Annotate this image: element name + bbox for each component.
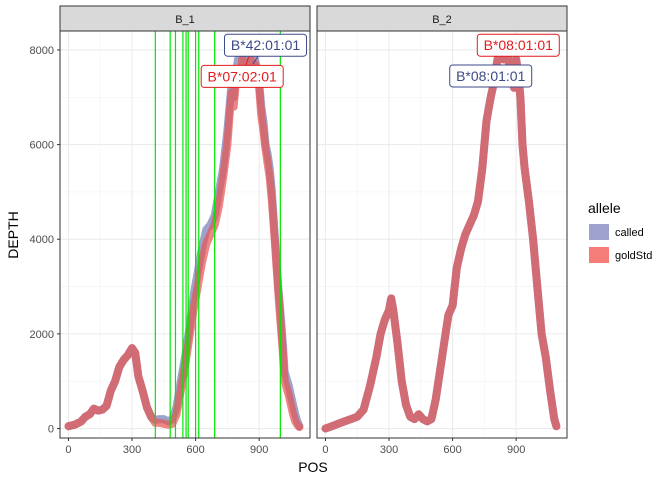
- x-tick-label: 900: [250, 444, 268, 456]
- allele-label-box: [449, 64, 533, 88]
- x-axis-b-1: 0 300 600 900: [65, 438, 268, 456]
- allele-label-box: [224, 33, 308, 57]
- legend-key-goldstd: [589, 247, 609, 263]
- panel-b-2: B_2 B*08:01:01 B*08:01:01 0 300 600 900: [316, 5, 568, 456]
- allele-label: B*08:01:01: [484, 37, 553, 53]
- x-tick-label: 600: [186, 444, 204, 456]
- annotations-b-2: B*08:01:01 B*08:01:01: [449, 33, 560, 88]
- y-tick-label: 8000: [30, 45, 54, 57]
- legend-label-called: called: [615, 227, 644, 239]
- panel-border-b-2: [316, 30, 568, 439]
- legend-label-goldstd: goldStd: [615, 250, 652, 262]
- series-line-goldStd-b-1: [64, 55, 304, 432]
- legend-title: allele: [588, 200, 621, 216]
- allele-label-box: [476, 33, 560, 57]
- facet-strip-b-2: [316, 5, 568, 32]
- series-group-b-2: [321, 45, 561, 433]
- y-tick-label: 6000: [30, 140, 54, 152]
- reference-lines-b-1: [154, 31, 281, 438]
- allele-label: B*42:01:01: [231, 37, 300, 53]
- x-tick-label: 0: [65, 444, 71, 456]
- panel-b-1: B_1 B*42:01:01 B*07:02:01 0 300 600 900 0 2000 40…: [30, 5, 311, 456]
- x-tick-label: 900: [507, 444, 525, 456]
- annotations-b-1: B*42:01:01 B*07:02:01: [200, 33, 308, 88]
- x-tick-label: 300: [123, 444, 141, 456]
- y-tick-label: 2000: [30, 329, 54, 341]
- x-tick-label: 0: [322, 444, 328, 456]
- allele-label: B*07:02:01: [208, 68, 277, 84]
- series-line-goldStd-b-2: [321, 45, 561, 433]
- legend: allele called goldStd: [588, 200, 652, 263]
- panel-border-b-1: [59, 30, 311, 439]
- y-axis: 0 2000 4000 6000 8000: [30, 45, 60, 436]
- facet-strip-label-b-2: B_2: [432, 14, 452, 26]
- y-axis-title: DEPTH: [5, 211, 21, 258]
- x-axis-title: POS: [298, 459, 328, 475]
- allele-label-box: [200, 64, 284, 88]
- allele-label: B*08:01:01: [456, 68, 525, 84]
- y-tick-label: 0: [48, 424, 54, 436]
- facet-strip-label-b-1: B_1: [175, 14, 195, 26]
- facet-strip-b-1: [59, 5, 311, 32]
- series-group-b-1: [64, 50, 304, 432]
- x-tick-label: 300: [380, 444, 398, 456]
- x-axis-b-2: 0 300 600 900: [322, 438, 525, 456]
- y-tick-label: 4000: [30, 234, 54, 246]
- x-tick-label: 600: [443, 444, 461, 456]
- legend-key-called: [589, 224, 609, 240]
